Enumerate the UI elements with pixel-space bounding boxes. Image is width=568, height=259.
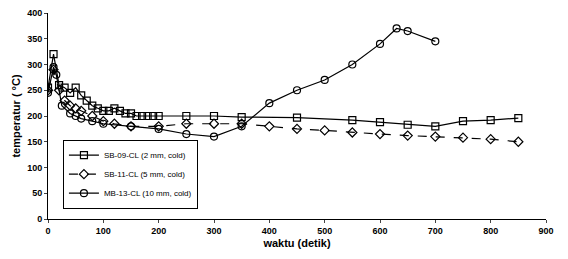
svg-text:SB-11-CL (5 mm, cold): SB-11-CL (5 mm, cold): [104, 170, 185, 179]
svg-text:50: 50: [32, 188, 42, 198]
svg-text:100: 100: [96, 226, 111, 236]
svg-text:400: 400: [262, 226, 277, 236]
svg-text:600: 600: [372, 226, 387, 236]
svg-text:300: 300: [206, 226, 221, 236]
svg-text:200: 200: [151, 226, 166, 236]
svg-text:400: 400: [27, 8, 42, 18]
svg-text:250: 250: [27, 85, 42, 95]
svg-text:500: 500: [317, 226, 332, 236]
svg-text:0: 0: [37, 214, 42, 224]
svg-text:temperatur ( °C): temperatur ( °C): [10, 74, 22, 158]
svg-text:700: 700: [428, 226, 443, 236]
svg-text:900: 900: [538, 226, 553, 236]
svg-text:300: 300: [27, 60, 42, 70]
svg-text:200: 200: [27, 111, 42, 121]
svg-text:350: 350: [27, 34, 42, 44]
svg-text:waktu (detik): waktu (detik): [262, 237, 331, 249]
svg-text:150: 150: [27, 137, 42, 147]
svg-text:0: 0: [45, 226, 50, 236]
svg-text:SB-09-CL (2 mm, cold): SB-09-CL (2 mm, cold): [104, 151, 186, 160]
svg-text:800: 800: [483, 226, 498, 236]
svg-text:MB-13-CL (10 mm, cold): MB-13-CL (10 mm, cold): [104, 189, 192, 198]
svg-text:100: 100: [27, 163, 42, 173]
